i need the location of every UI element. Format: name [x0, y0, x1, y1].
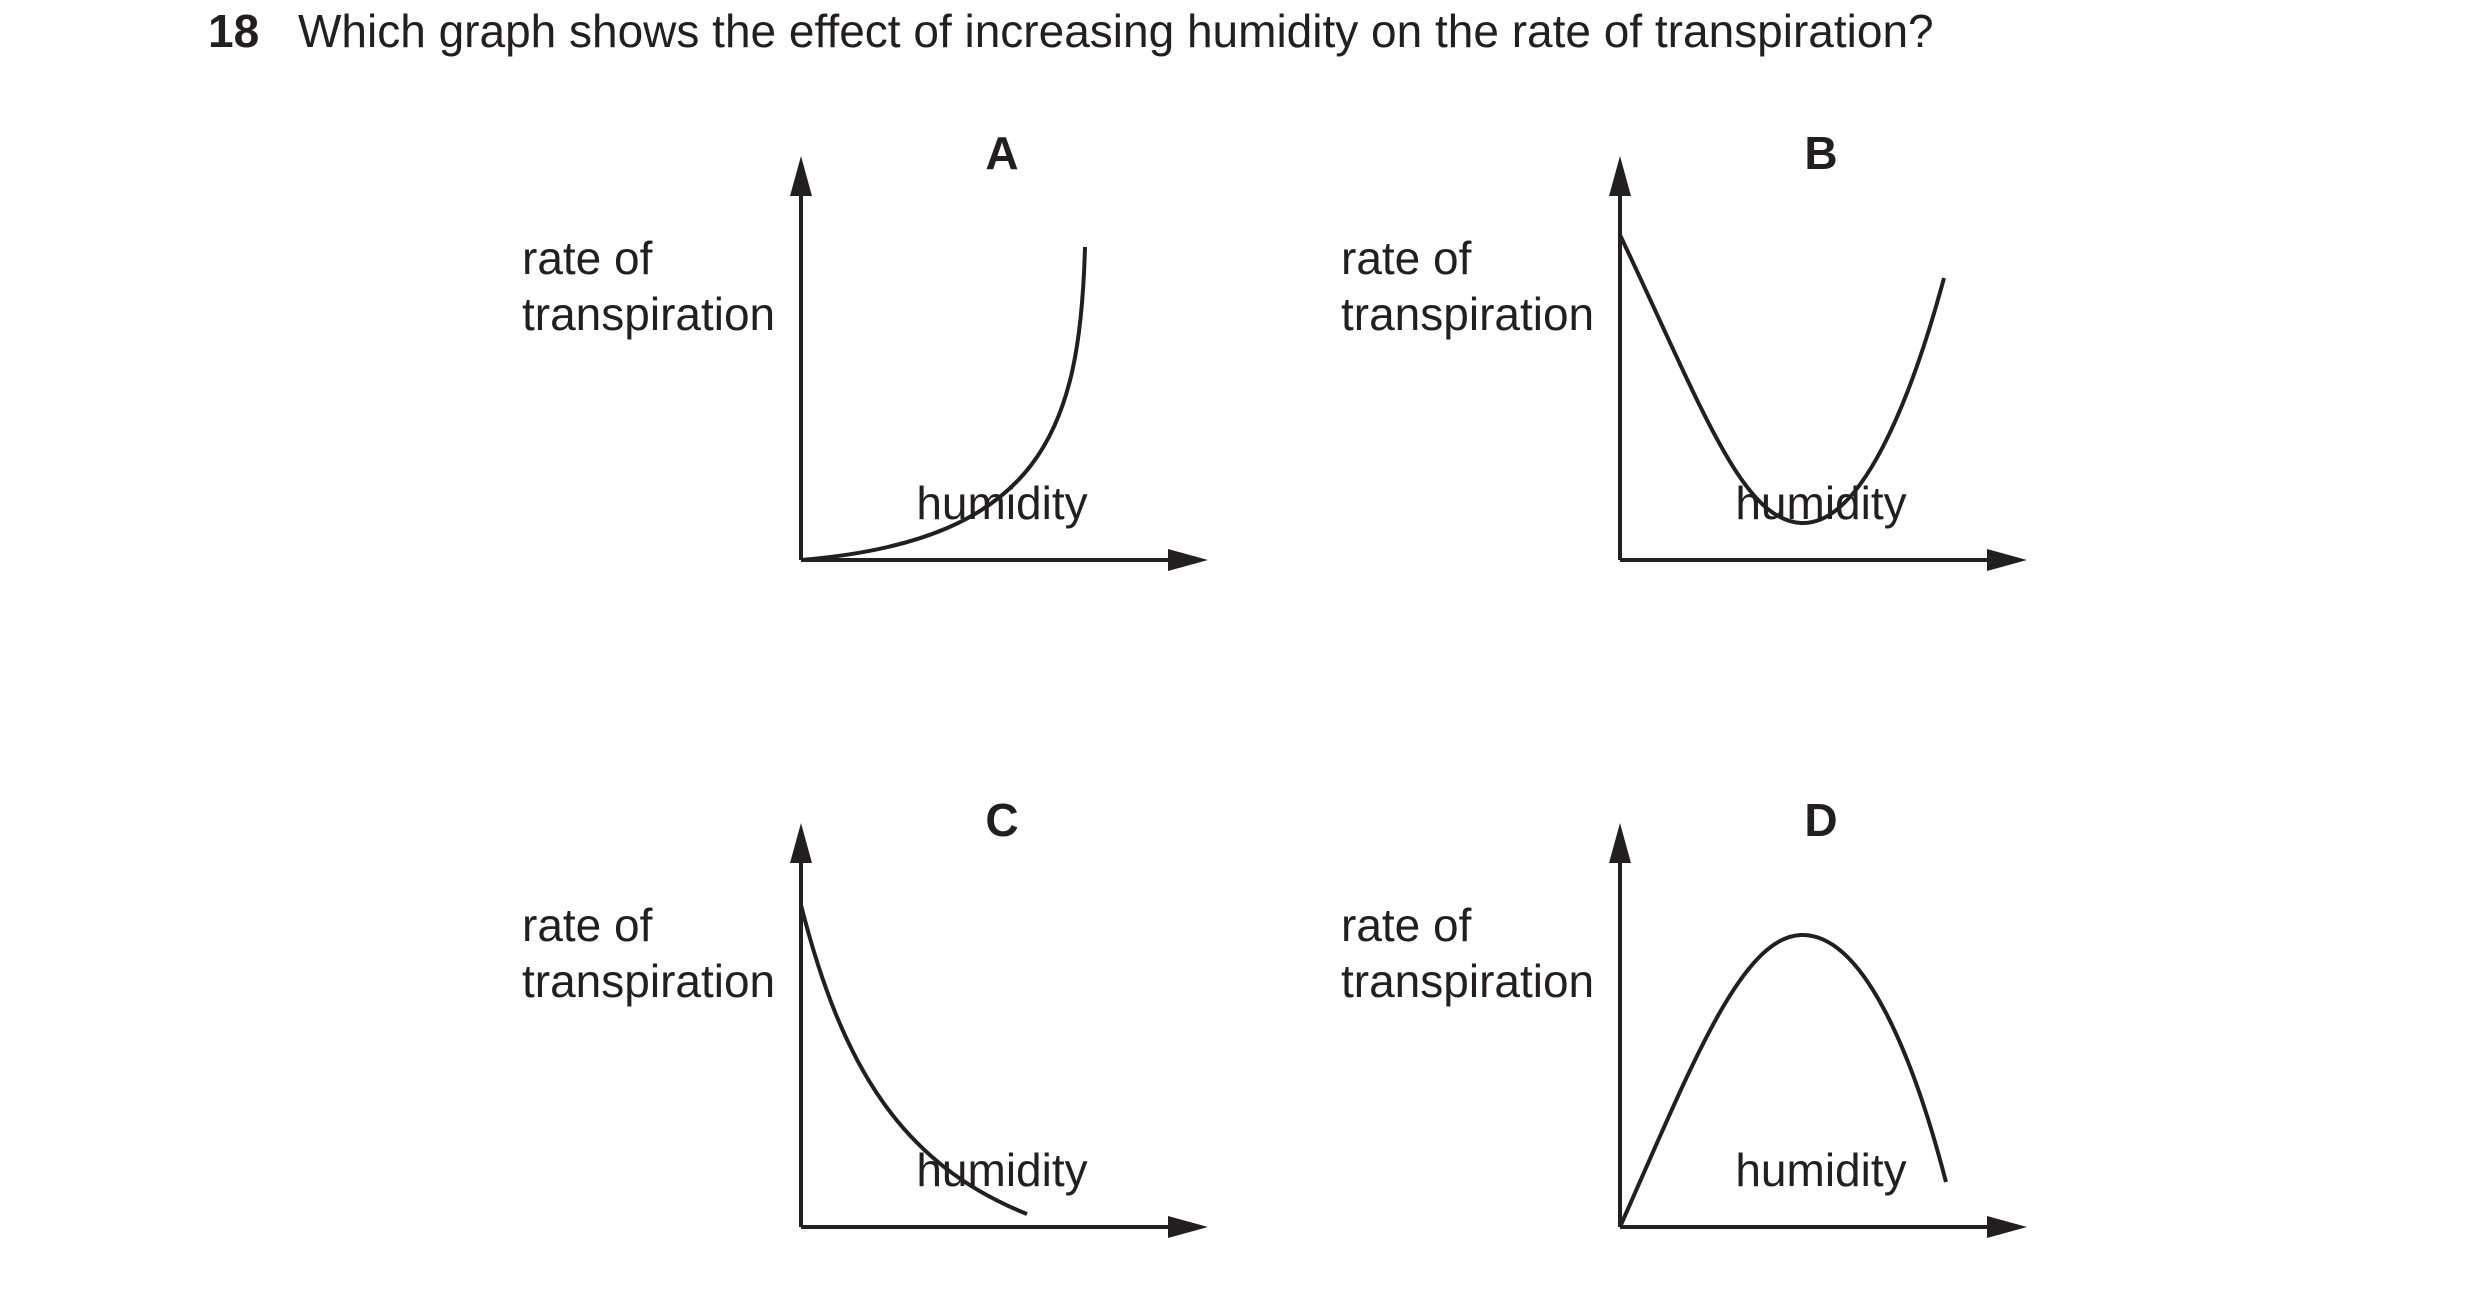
graph-letter: D — [1804, 794, 1838, 846]
x-axis-label: humidity — [916, 477, 1088, 529]
graph-letter: A — [985, 127, 1019, 179]
question-text: Which graph shows the effect of increasi… — [298, 5, 1934, 57]
y-axis-label-line1: rate of — [522, 232, 653, 284]
graph-axes-and-curve — [1609, 823, 2027, 1238]
y-axis-arrowhead — [1609, 823, 1631, 863]
x-axis-label: humidity — [1735, 477, 1907, 529]
graph-c: C rate of transpiration humidity — [522, 697, 1342, 1257]
y-axis-label-line2: transpiration — [522, 955, 776, 1007]
graph-a: A rate of transpiration humidity — [522, 30, 1342, 590]
y-axis-label: rate of transpiration — [1341, 897, 1611, 1009]
question-number: 18 — [208, 5, 260, 57]
graph-axes-and-curve — [790, 823, 1208, 1238]
curve-line — [799, 904, 1028, 1216]
x-axis-arrowhead — [1987, 549, 2027, 571]
y-axis-label: rate of transpiration — [522, 897, 792, 1009]
graph-letter: B — [1804, 127, 1838, 179]
y-axis-label-line1: rate of — [1341, 899, 1472, 951]
x-axis-label: humidity — [916, 1144, 1088, 1196]
y-axis-label: rate of transpiration — [522, 230, 792, 342]
y-axis-label-line2: transpiration — [522, 288, 776, 340]
y-axis-arrowhead — [1609, 156, 1631, 196]
y-axis-label-line1: rate of — [522, 899, 653, 951]
graph-axes-and-curve — [1609, 156, 2027, 571]
x-axis-arrowhead — [1168, 549, 1208, 571]
graph-b: B rate of transpiration humidity — [1341, 30, 2161, 590]
graph-axes-and-curve — [790, 156, 1208, 571]
x-axis-arrowhead — [1987, 1216, 2027, 1238]
graph-d: D rate of transpiration humidity — [1341, 697, 2161, 1257]
curve-line — [800, 246, 1087, 562]
curve-line — [1618, 234, 1946, 526]
question: 18 Which graph shows the effect of incre… — [208, 0, 1934, 62]
y-axis-label: rate of transpiration — [1341, 230, 1611, 342]
y-axis-label-line2: transpiration — [1341, 955, 1595, 1007]
x-axis-label: humidity — [1735, 1144, 1907, 1196]
y-axis-arrowhead — [790, 823, 812, 863]
y-axis-label-line2: transpiration — [1341, 288, 1595, 340]
y-axis-arrowhead — [790, 156, 812, 196]
y-axis-label-line1: rate of — [1341, 232, 1472, 284]
x-axis-arrowhead — [1168, 1216, 1208, 1238]
graph-letter: C — [985, 794, 1019, 846]
curve-line — [1618, 932, 1948, 1228]
